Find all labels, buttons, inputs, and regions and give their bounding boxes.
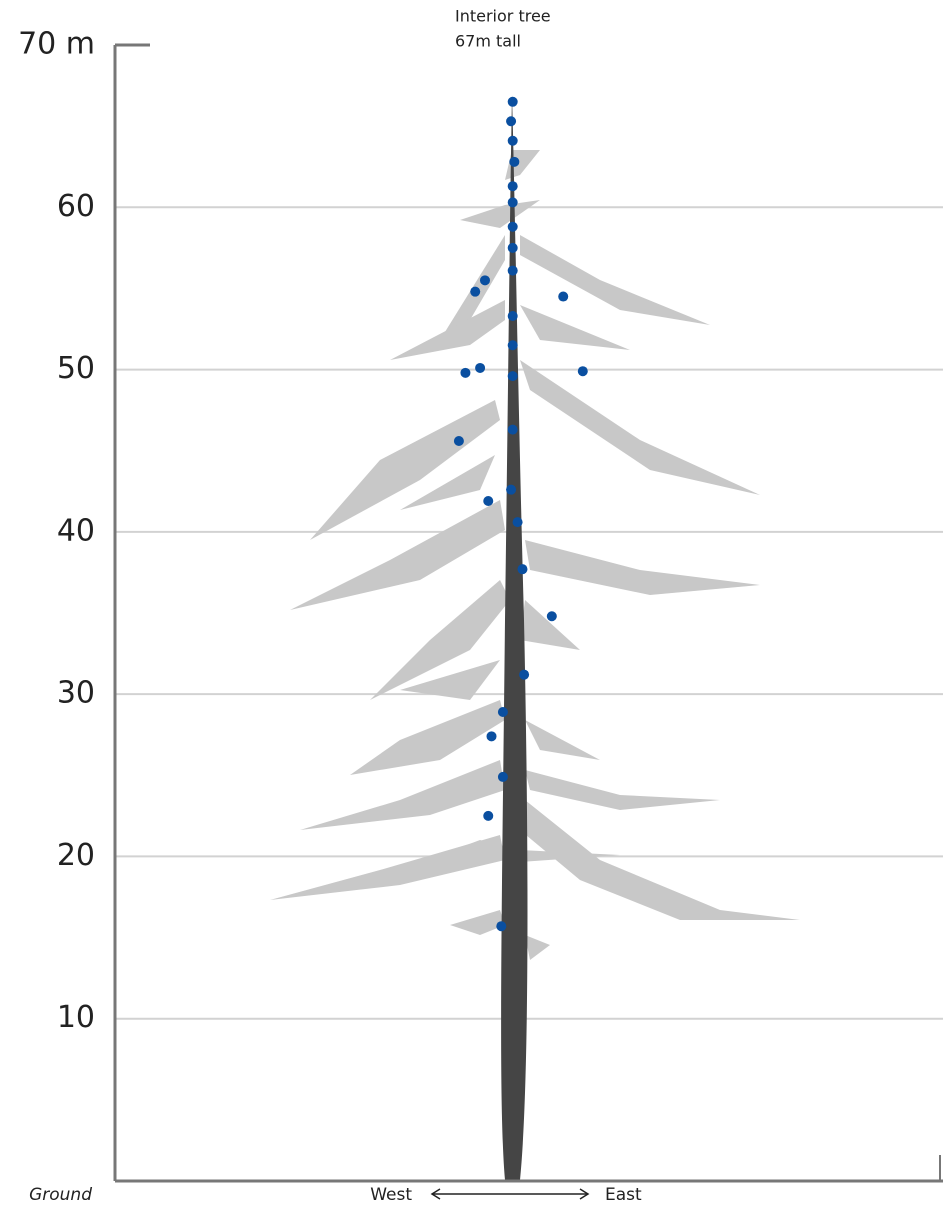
point — [470, 286, 481, 297]
point — [577, 366, 588, 377]
point — [453, 435, 464, 446]
point — [507, 265, 518, 276]
chart-subtitle: 67m tall — [455, 32, 521, 51]
point — [507, 197, 518, 208]
y-tick-label: 50 — [57, 351, 95, 386]
point — [507, 181, 518, 192]
point — [507, 242, 518, 253]
point — [506, 116, 517, 127]
chart-title: Interior tree — [455, 7, 551, 26]
point — [507, 424, 518, 435]
y-tick-label: 10 — [57, 1000, 95, 1035]
x-label-west: West — [370, 1185, 412, 1205]
point — [546, 611, 557, 622]
point — [517, 564, 528, 575]
point — [483, 810, 494, 821]
point — [507, 96, 518, 107]
point — [497, 771, 508, 782]
x-label-east: East — [605, 1185, 642, 1205]
point — [507, 135, 518, 146]
y-tick-label: 60 — [57, 189, 95, 224]
point — [496, 921, 507, 932]
point — [460, 367, 471, 378]
point — [483, 496, 494, 507]
point — [497, 706, 508, 717]
point — [507, 371, 518, 382]
point — [475, 362, 486, 373]
point — [486, 731, 497, 742]
y-tick-label: 40 — [57, 513, 95, 548]
point — [512, 517, 523, 528]
point — [506, 484, 517, 495]
point — [507, 221, 518, 232]
tree-illustration — [270, 95, 800, 1180]
point — [507, 311, 518, 322]
point — [519, 669, 530, 680]
y-tick-label: 70 m — [18, 27, 95, 62]
point — [509, 156, 520, 167]
y-tick-label: 20 — [57, 838, 95, 873]
point — [558, 291, 569, 302]
y-tick-label: 30 — [57, 676, 95, 711]
direction-arrow — [430, 1188, 590, 1200]
point — [507, 340, 518, 351]
y-tick-label: Ground — [29, 1185, 92, 1205]
point — [479, 275, 490, 286]
